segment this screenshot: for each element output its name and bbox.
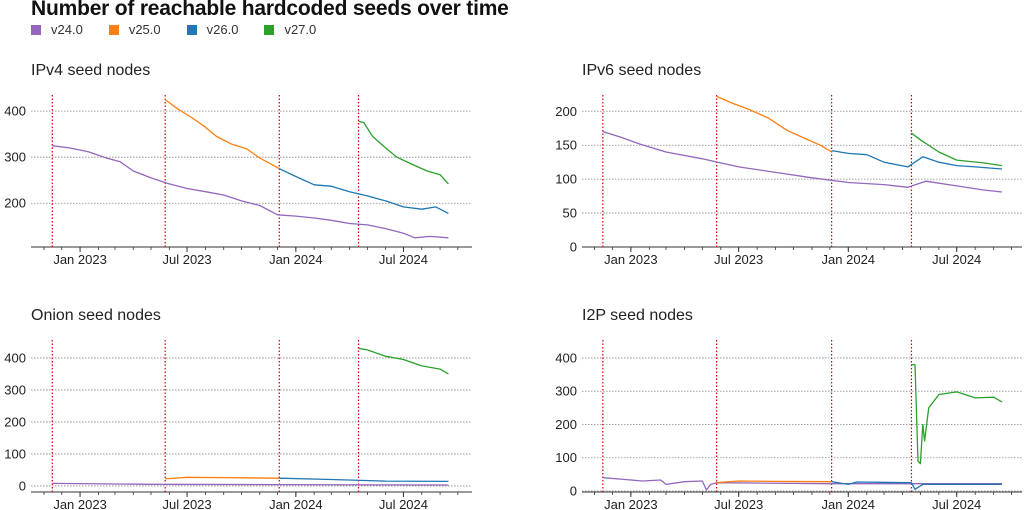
x-tick-label: Jul 2023 bbox=[714, 497, 763, 510]
panel-title-i2p: I2P seed nodes bbox=[582, 307, 693, 324]
x-tick-label: Jan 2024 bbox=[269, 497, 323, 510]
series-line-v27-0 bbox=[911, 132, 1003, 167]
x-tick-label: Jan 2024 bbox=[822, 497, 876, 510]
legend: v24.0 v25.0 v26.0 v27.0 bbox=[31, 22, 316, 37]
chart-title: Number of reachable hardcoded seeds over… bbox=[31, 0, 509, 20]
y-tick-label: 100 bbox=[4, 446, 26, 461]
x-tick-label: Jul 2024 bbox=[932, 252, 981, 267]
series-line-v27-0 bbox=[358, 120, 449, 185]
panel-title-ipv4: IPv4 seed nodes bbox=[31, 62, 151, 79]
y-tick-label: 200 bbox=[4, 196, 26, 211]
series-line-v26-0 bbox=[831, 481, 1002, 490]
x-tick-label: Jul 2023 bbox=[162, 252, 211, 267]
legend-label: v26.0 bbox=[206, 22, 239, 37]
x-tick-label: Jan 2023 bbox=[604, 252, 658, 267]
series-line-v27-0 bbox=[358, 347, 449, 375]
legend-item-v27: v27.0 bbox=[264, 22, 316, 37]
series-line-v24-0 bbox=[52, 145, 449, 239]
x-tick-label: Jul 2024 bbox=[932, 497, 981, 510]
series-line-v25-0 bbox=[165, 476, 280, 480]
legend-item-v24: v24.0 bbox=[31, 22, 83, 37]
x-tick-label: Jul 2024 bbox=[379, 252, 428, 267]
legend-swatch bbox=[31, 24, 41, 35]
y-tick-label: 400 bbox=[4, 350, 26, 365]
legend-label: v25.0 bbox=[128, 22, 161, 37]
y-tick-label: 300 bbox=[4, 150, 26, 165]
y-tick-label: 0 bbox=[19, 478, 26, 493]
y-tick-label: 300 bbox=[555, 384, 577, 399]
series-line-v27-0 bbox=[911, 363, 1003, 465]
x-tick-label: Jan 2023 bbox=[53, 252, 107, 267]
y-tick-label: 100 bbox=[555, 172, 577, 187]
legend-item-v25: v25.0 bbox=[108, 22, 161, 37]
series-line-v25-0 bbox=[716, 480, 832, 484]
x-tick-label: Jul 2023 bbox=[714, 252, 763, 267]
legend-swatch bbox=[264, 24, 275, 35]
x-tick-label: Jan 2024 bbox=[822, 252, 876, 267]
y-tick-label: 300 bbox=[4, 382, 26, 397]
x-tick-label: Jan 2024 bbox=[269, 252, 323, 267]
y-tick-label: 200 bbox=[555, 104, 577, 119]
legend-label: v27.0 bbox=[284, 22, 317, 37]
legend-label: v24.0 bbox=[51, 22, 83, 37]
x-tick-label: Jul 2024 bbox=[379, 497, 428, 510]
y-tick-label: 400 bbox=[4, 104, 26, 119]
panel-title-ipv6: IPv6 seed nodes bbox=[582, 62, 702, 79]
series-line-v25-0 bbox=[716, 95, 832, 153]
series-line-v26-0 bbox=[279, 168, 449, 214]
y-tick-label: 200 bbox=[555, 417, 577, 432]
y-tick-label: 100 bbox=[555, 450, 577, 465]
series-line-v24-0 bbox=[52, 482, 449, 486]
legend-item-v26: v26.0 bbox=[186, 22, 239, 37]
series-line-v24-0 bbox=[602, 130, 1003, 193]
y-tick-label: 200 bbox=[4, 414, 26, 429]
x-tick-label: Jan 2023 bbox=[53, 497, 107, 510]
y-tick-label: 0 bbox=[570, 240, 577, 255]
series-line-v25-0 bbox=[164, 99, 280, 170]
series-line-v26-0 bbox=[831, 149, 1003, 170]
legend-swatch bbox=[186, 24, 197, 35]
y-tick-label: 50 bbox=[563, 206, 577, 221]
series-line-v24-0 bbox=[602, 477, 1002, 491]
y-tick-label: 0 bbox=[570, 484, 577, 499]
x-tick-label: Jan 2023 bbox=[604, 497, 658, 510]
legend-swatch bbox=[108, 24, 119, 35]
series-line-v26-0 bbox=[279, 477, 449, 483]
x-tick-label: Jul 2023 bbox=[162, 497, 211, 510]
y-tick-label: 150 bbox=[555, 138, 577, 153]
y-tick-label: 400 bbox=[555, 350, 577, 365]
panel-title-onion: Onion seed nodes bbox=[31, 307, 161, 324]
